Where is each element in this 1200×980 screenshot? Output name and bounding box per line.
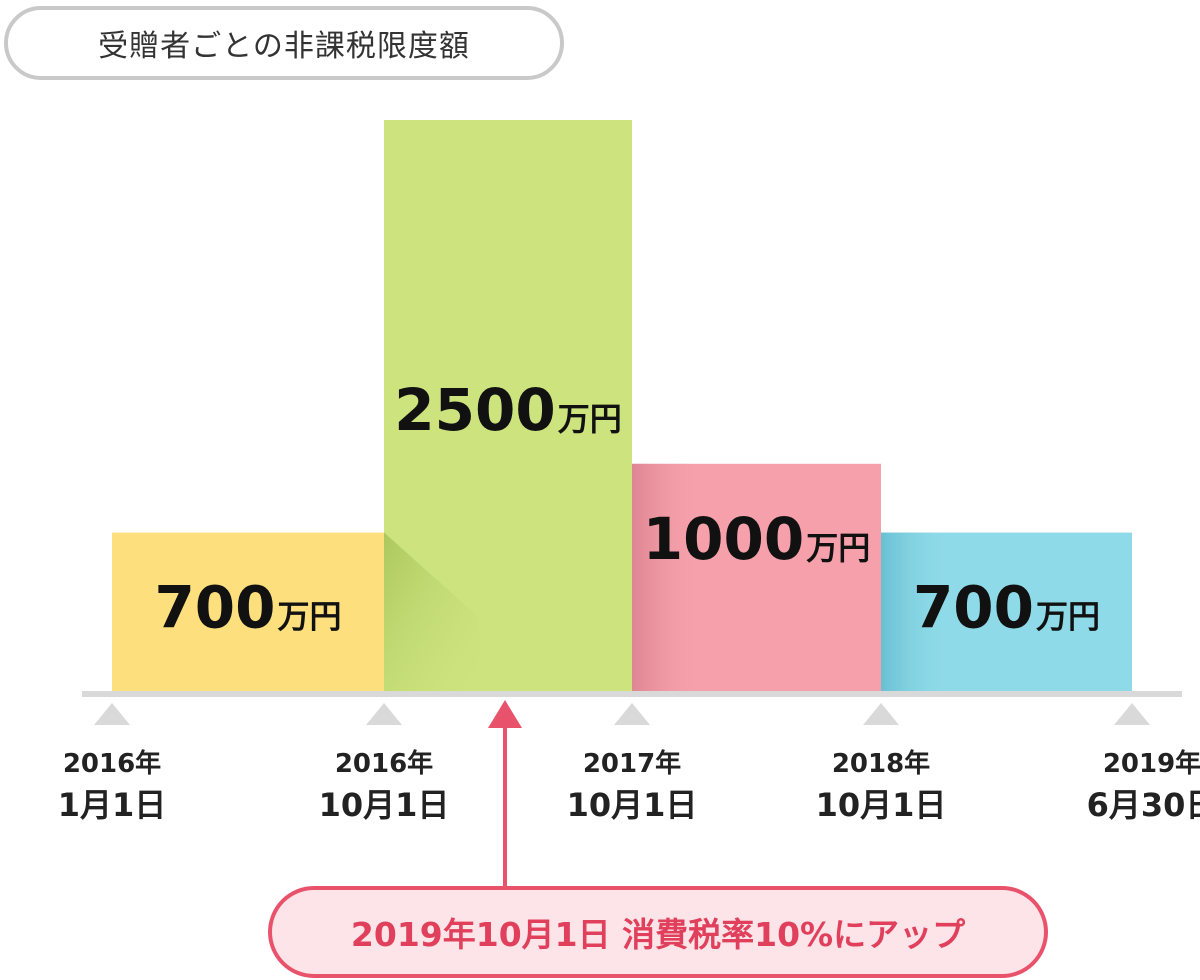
tick-year-1: 2016年 xyxy=(63,748,161,779)
bar-3-shadow xyxy=(632,463,702,693)
chart-title: 受贈者ごとの非課税限度額 xyxy=(4,6,564,80)
bar-3-value-label: 1000万円 xyxy=(643,505,870,573)
tick-marker-1 xyxy=(94,703,130,725)
tax-increase-callout: 2019年10月1日 消費税率10%にアップ xyxy=(268,886,1048,978)
tick-year-2: 2016年 xyxy=(335,748,433,779)
ticks-layer: 2016年 1月1日 2016年 10月1日 2017年 10月1日 2018年 10月1日 2… xyxy=(58,703,1200,824)
tick-marker-4 xyxy=(863,703,899,725)
tick-date-4: 10月1日 xyxy=(816,786,947,824)
bar-2-value-label: 2500万円 xyxy=(394,376,621,444)
tick-date-2: 10月1日 xyxy=(319,786,450,824)
tick-marker-5 xyxy=(1114,703,1150,725)
bar-1-value-label: 700万円 xyxy=(154,574,341,642)
marker-arrow-shaft xyxy=(503,722,507,888)
marker-arrow-head xyxy=(488,700,522,728)
tick-date-5: 6月30日 xyxy=(1087,786,1200,824)
tick-date-3: 10月1日 xyxy=(567,786,698,824)
tick-date-1: 1月1日 xyxy=(58,786,167,824)
tick-year-5: 2019年 xyxy=(1103,748,1200,779)
tick-marker-3 xyxy=(614,703,650,725)
bars-layer: 700万円 2500万円 1000万円 700万円 xyxy=(112,120,1132,693)
tick-year-4: 2018年 xyxy=(832,748,930,779)
tick-marker-2 xyxy=(366,703,402,725)
bar-1 xyxy=(112,532,384,693)
tick-year-3: 2017年 xyxy=(583,748,681,779)
bar-4-value-label: 700万円 xyxy=(913,574,1100,642)
timeline-axis xyxy=(82,691,1182,697)
marker-layer xyxy=(488,700,522,888)
bar-2-shadow xyxy=(384,532,479,693)
bar-4-shadow xyxy=(881,532,951,693)
